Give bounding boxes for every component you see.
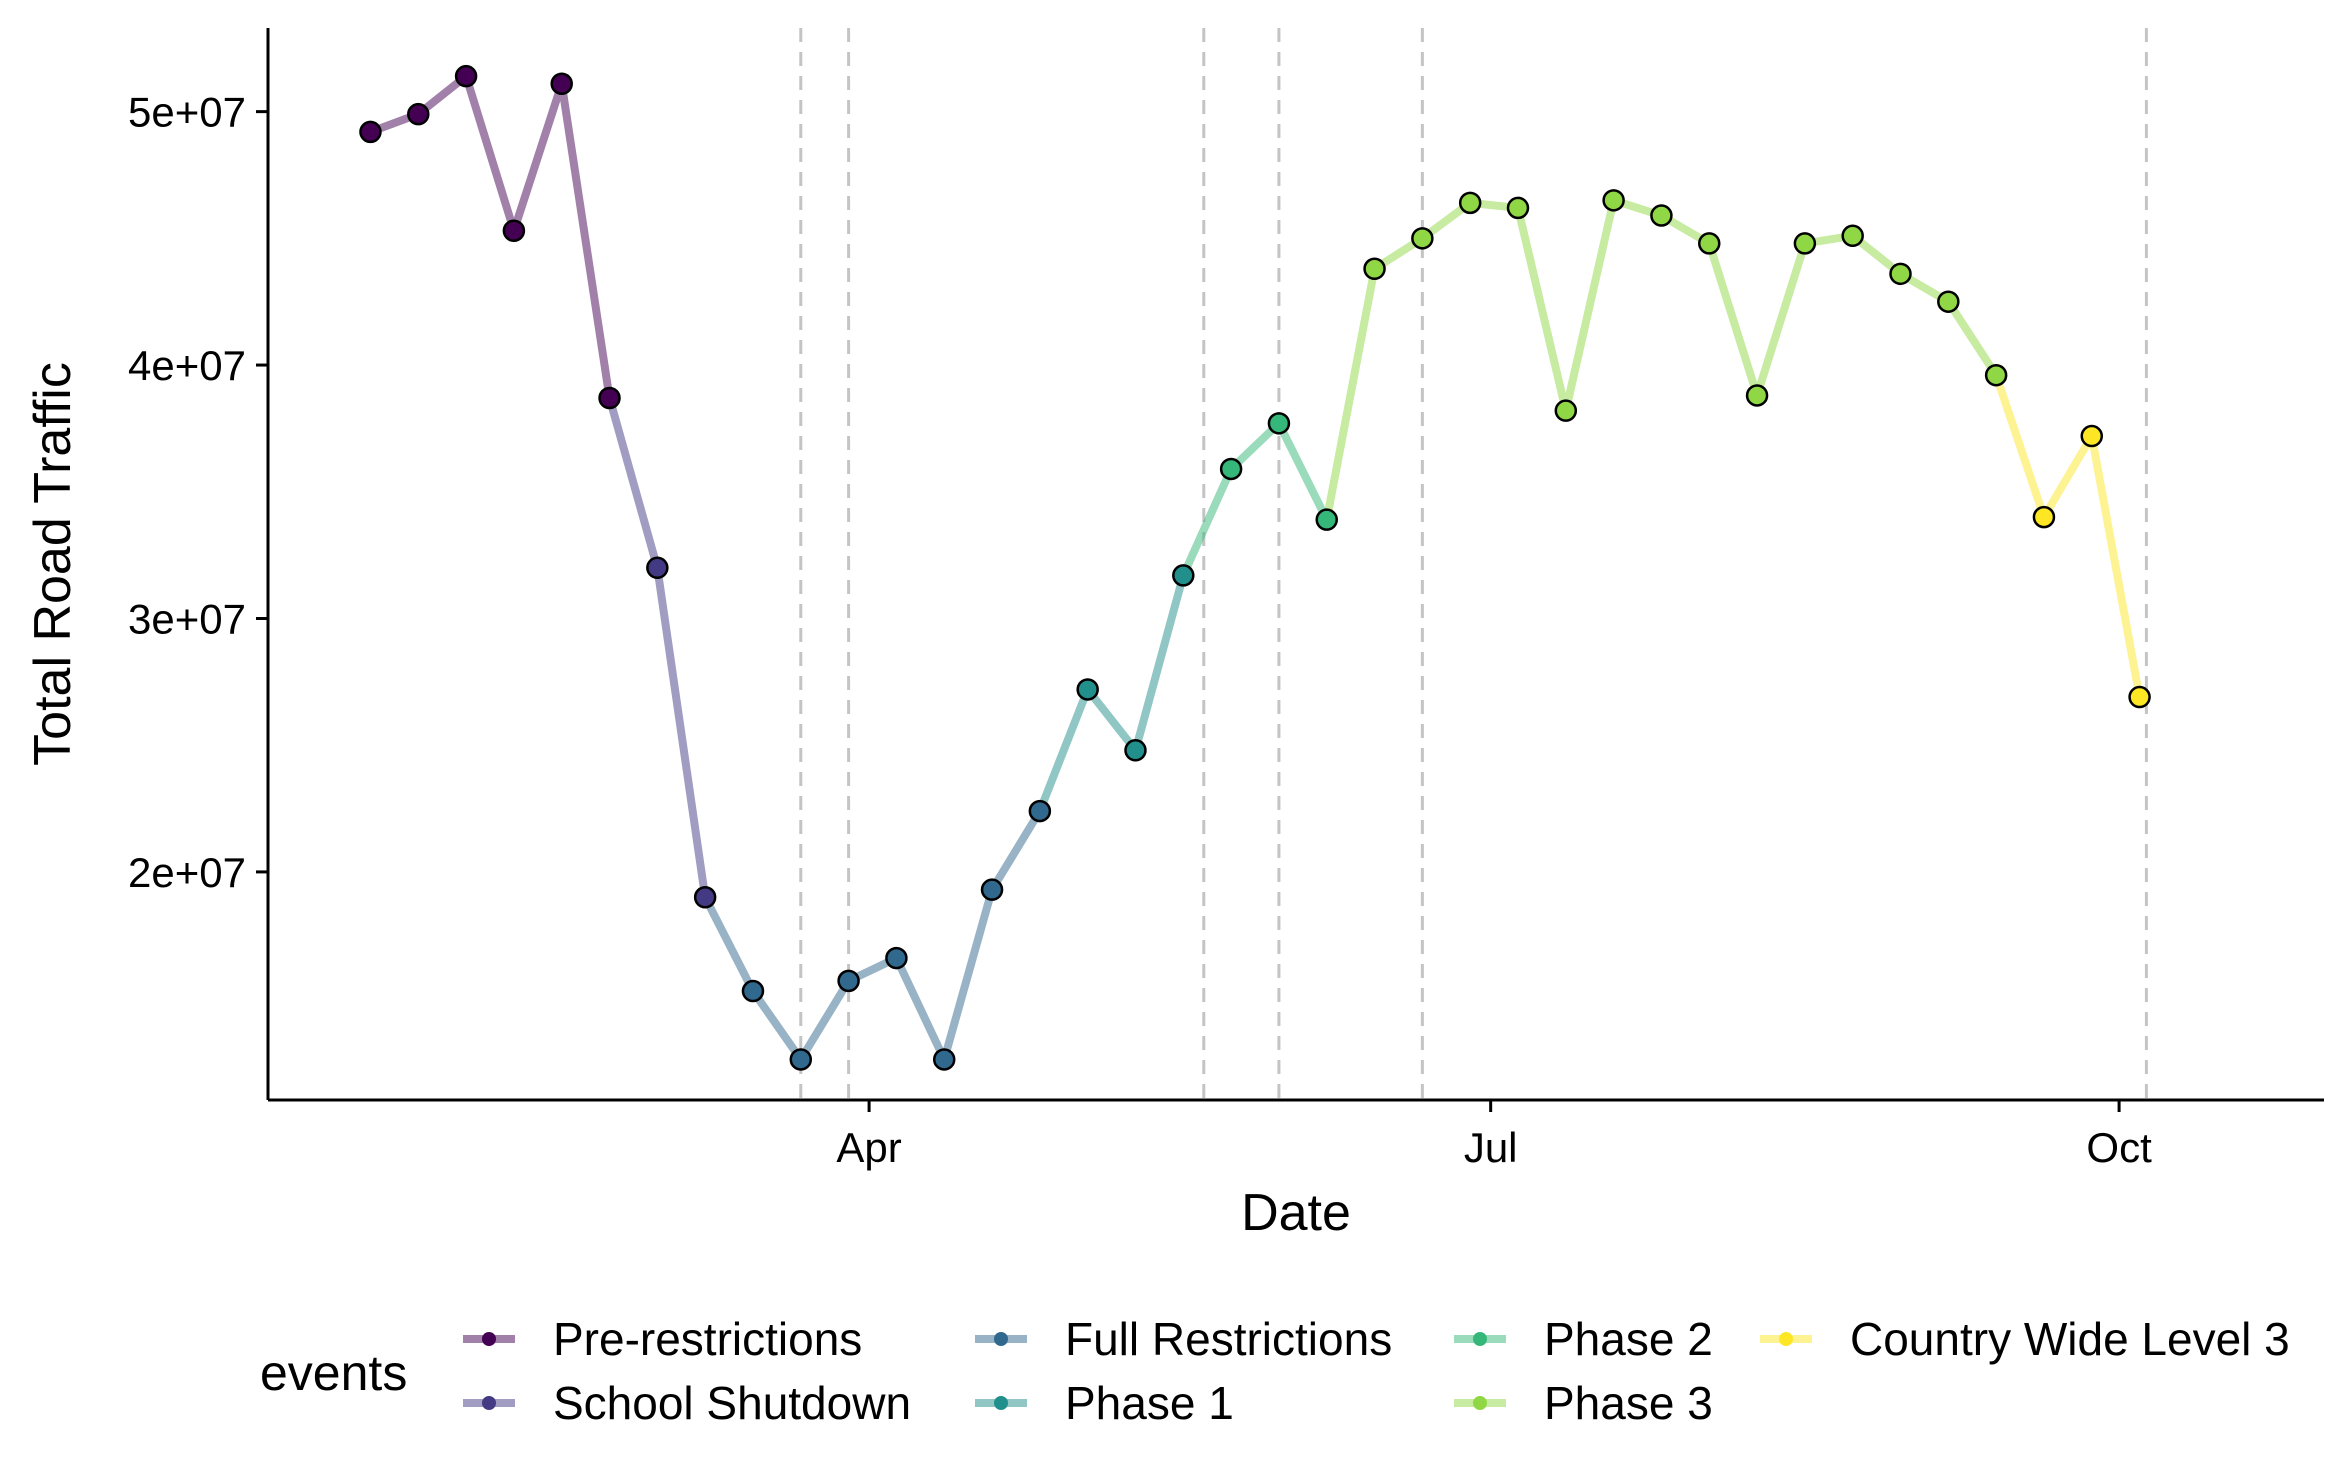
legend-key-point [994, 1332, 1008, 1346]
data-point [789, 1048, 813, 1071]
legend-item: School Shutdown [463, 1377, 911, 1429]
legend-key-point [482, 1332, 496, 1346]
legend-key-point [1473, 1332, 1487, 1346]
x-axis-ticks: Apr Jul Oct [836, 1100, 2152, 1171]
data-point [2128, 685, 2151, 709]
legend-key-point [482, 1396, 496, 1410]
legend-key-point [994, 1396, 1008, 1410]
data-point [885, 946, 908, 970]
data-point [1363, 257, 1386, 281]
series-line [1179, 419, 1331, 580]
data-point [1267, 412, 1291, 435]
legend-label: Full Restrictions [1065, 1313, 1392, 1365]
x-tick-label: Apr [836, 1124, 901, 1171]
data-point [1697, 232, 1721, 255]
legend-item: Pre-restrictions [463, 1313, 862, 1365]
data-point [598, 386, 621, 410]
data-point [1124, 739, 1147, 762]
series-line [701, 807, 1044, 1064]
series-lines [366, 72, 2144, 1064]
data-point [1889, 262, 1912, 286]
data-point [502, 219, 526, 242]
data-point [932, 1048, 956, 1071]
legend-label: School Shutdown [553, 1377, 911, 1429]
y-tick-label: 3e+07 [128, 595, 246, 642]
data-point [2032, 505, 2056, 529]
legend-label: Country Wide Level 3 [1850, 1313, 2290, 1365]
data-point [1076, 678, 1099, 701]
legend-key-point [1473, 1396, 1487, 1410]
data-point [407, 102, 430, 126]
legend-item: Phase 1 [975, 1377, 1234, 1429]
data-points [359, 64, 2151, 1071]
legend-label: Phase 3 [1544, 1377, 1713, 1429]
legend-item: Full Restrictions [975, 1313, 1392, 1365]
legend-label: Pre-restrictions [553, 1313, 862, 1365]
data-point [980, 878, 1004, 901]
data-point [1172, 564, 1195, 587]
data-point [646, 556, 669, 580]
data-point [1841, 224, 1864, 248]
y-axis-ticks: 2e+07 3e+07 4e+07 5e+07 [128, 89, 268, 896]
legend-label: Phase 1 [1065, 1377, 1234, 1429]
data-point [1506, 196, 1530, 220]
legend-item: Phase 2 [1454, 1313, 1713, 1365]
data-point [550, 72, 573, 96]
legend-label: Phase 2 [1544, 1313, 1713, 1365]
data-point [741, 979, 765, 1003]
data-point [1745, 384, 1769, 407]
legend-item: Phase 3 [1454, 1377, 1713, 1429]
data-point [2080, 424, 2104, 448]
data-point [359, 120, 382, 144]
data-point [837, 969, 860, 993]
y-tick-label: 2e+07 [128, 849, 246, 896]
series-line [366, 72, 614, 403]
data-point [1984, 363, 2008, 387]
legend: events Pre-restrictions School Shutdown Fu… [260, 1313, 2290, 1429]
data-point [1793, 232, 1817, 255]
data-point [1315, 508, 1338, 531]
y-axis-title: Total Road Traffic [24, 362, 82, 766]
data-point [1028, 799, 1052, 823]
x-tick-label: Oct [2086, 1124, 2152, 1171]
data-point [1219, 457, 1243, 481]
data-point [693, 886, 717, 909]
series-line [605, 394, 710, 902]
data-point [1554, 399, 1578, 422]
data-point [1602, 189, 1625, 212]
x-axis-title: Date [1241, 1184, 1351, 1242]
data-point [1458, 191, 1482, 215]
legend-title: events [260, 1345, 407, 1401]
y-tick-label: 4e+07 [128, 342, 246, 389]
series-line [1035, 571, 1188, 816]
y-tick-label: 5e+07 [128, 89, 246, 136]
data-point [454, 64, 478, 88]
data-point [1937, 290, 1960, 313]
series-line [1992, 371, 2144, 702]
x-tick-label: Jul [1464, 1124, 1518, 1171]
data-point [1650, 204, 1673, 227]
legend-item: Country Wide Level 3 [1760, 1313, 2290, 1365]
data-point [1411, 227, 1434, 250]
event-lines [799, 28, 2148, 1100]
legend-key-point [1779, 1332, 1793, 1346]
